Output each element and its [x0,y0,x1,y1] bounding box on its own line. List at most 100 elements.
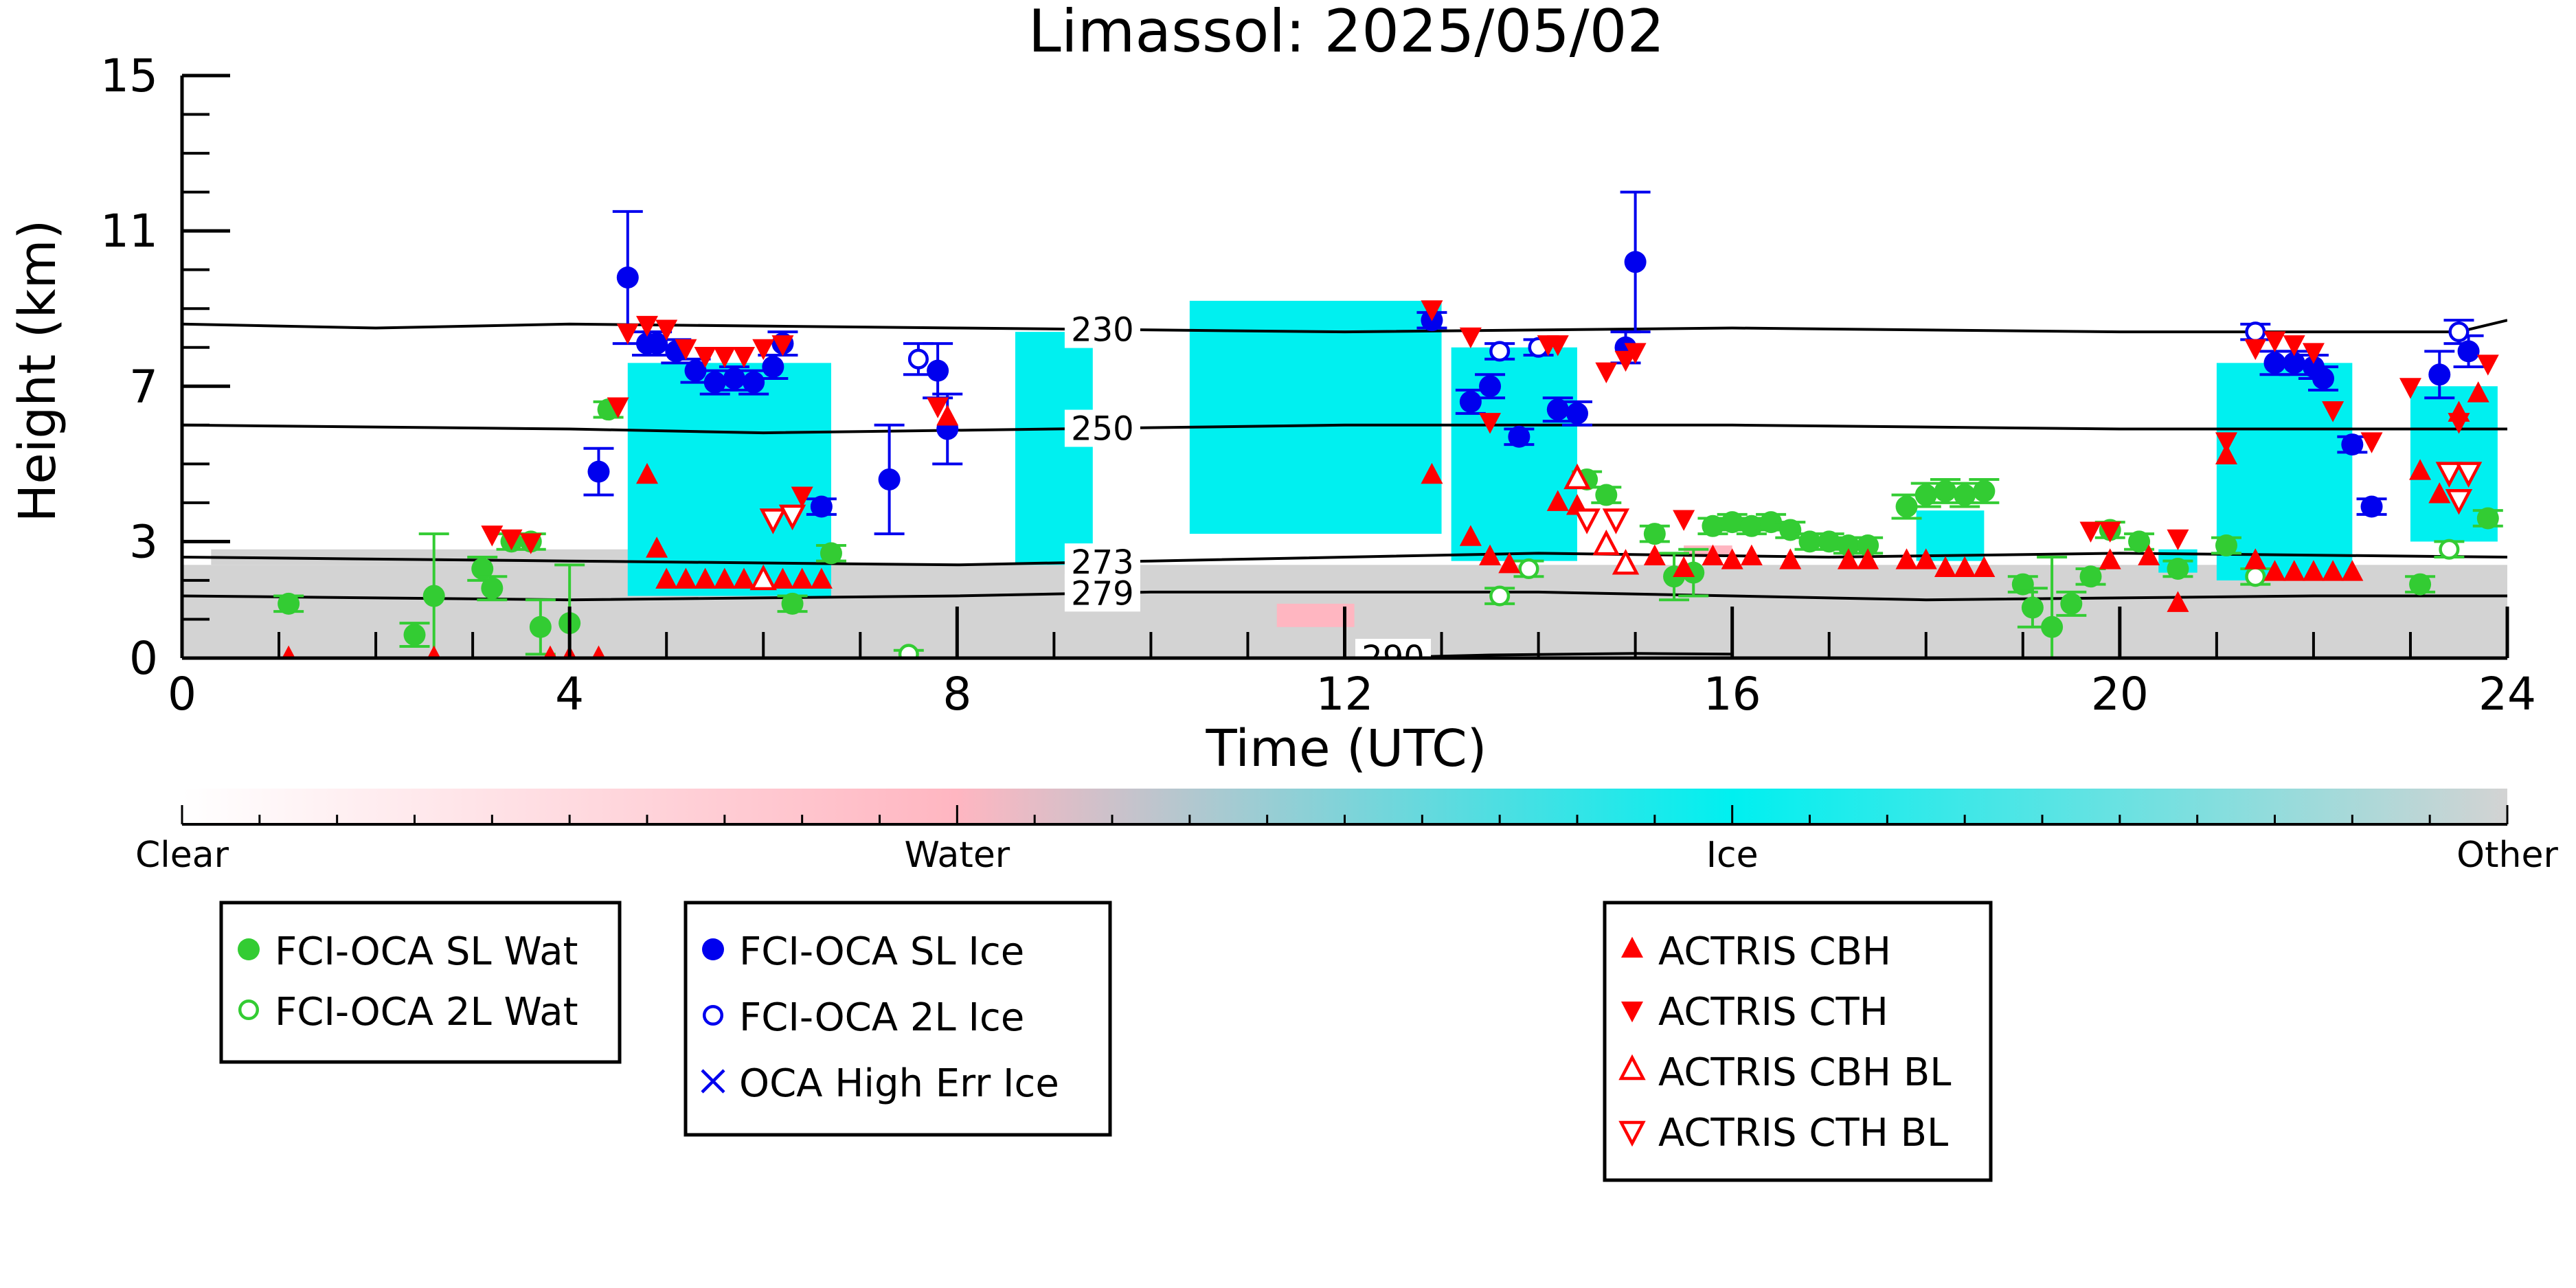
data-point [1673,556,1695,577]
data-point [675,567,697,589]
data-point [2356,495,2387,518]
data-point [2244,339,2267,361]
data-point [1895,548,1918,569]
data-point [694,567,716,589]
data-point [1459,525,1482,546]
x-tick-label: 0 [168,668,196,721]
series-actris-cbh-bl [749,463,1640,591]
data-point [2360,432,2383,453]
contour-label: 279 [1071,574,1134,613]
data-point [778,504,806,531]
data-point [2167,591,2189,612]
data-point [719,365,749,392]
data-point [2211,534,2241,557]
data-point [2341,560,2364,581]
y-tick-label: 7 [129,360,158,413]
data-point [2283,560,2305,581]
series-actris-cth [481,300,2499,554]
data-point [2424,350,2455,400]
x-tick-label: 20 [2091,668,2149,721]
data-point [2079,521,2102,543]
data-point [655,567,678,589]
data-point [2037,556,2068,658]
data-point [1591,484,1622,506]
legend-item: FCI-OCA SL Ice [702,929,1024,974]
data-point [2167,529,2189,551]
data-point [675,339,697,361]
x-axis-label: Time (UTC) [1205,719,1487,778]
data-point [646,536,668,558]
data-point [1954,556,1976,577]
colorbar-label: Water [904,835,1010,876]
data-point [591,645,606,658]
x-tick-label: 24 [2478,668,2536,721]
contour-label: 290 [1362,639,1425,677]
data-point [713,347,736,368]
legend-item: ACTRIS CBH BL [1618,1050,1951,1095]
data-point [1853,534,1884,557]
data-point [1740,544,1763,566]
chart-title: Limassol: 2025/05/02 [1028,0,1664,66]
legend-label: ACTRIS CTH BL [1658,1111,1948,1155]
data-point [2467,381,2489,403]
legend-box: FCI-OCA SL Wat FCI-OCA 2L Wat [219,901,622,1064]
data-point [2099,548,2121,569]
data-point [1479,413,1502,434]
series-fci-oca-2l-ice [903,319,2474,376]
data-point [1721,548,1743,569]
data-point [477,575,508,602]
legend-label: FCI-OCA 2L Ice [739,995,1024,1040]
data-point [1484,341,1515,362]
data-point [1639,523,1670,545]
data-point [923,342,953,400]
data-point [1498,552,1521,574]
x-tick-label: 8 [942,668,971,721]
data-point [399,622,430,648]
data-point [903,342,934,376]
data-point [1563,463,1591,490]
data-point [2056,590,2087,617]
data-point [543,645,557,658]
legend-item: OCA High Err Ice [701,1061,1059,1106]
data-point [1950,482,1980,508]
data-point [2445,488,2473,515]
temperature-contour [182,319,2507,334]
y-tick-label: 0 [129,632,158,685]
data-point [733,567,756,589]
data-point [1969,477,2000,504]
data-point [2263,331,2286,352]
data-point [1475,373,1506,400]
colorbar: Clear Water Ice Other [135,789,2558,876]
data-point [2472,507,2503,530]
data-point [699,369,730,396]
data-point [1614,350,1637,372]
data-point [1504,425,1535,448]
data-point [2075,565,2106,588]
data-point [759,508,787,534]
legend-item: FCI-OCA 2L Ice [702,995,1024,1040]
data-point [655,319,678,341]
data-point [1643,544,1666,566]
data-point [2215,443,2237,465]
cloud-region-ice [2216,363,2353,580]
data-point [694,347,716,368]
data-point [2162,557,2193,580]
data-point [1973,556,1996,577]
legend-item: FCI-OCA 2L Wat [238,990,578,1035]
data-point [1484,585,1515,607]
data-point [815,542,846,565]
data-point [2322,560,2345,581]
temperature-contour [182,552,2507,567]
colorbar-label: Clear [135,835,229,876]
series-actris-cbh [282,381,2489,658]
data-point [1602,508,1630,534]
data-point [2454,462,2483,488]
data-point [607,397,629,418]
legend-label: ACTRIS CTH [1658,990,1888,1035]
y-axis-label: Height (km) [8,220,67,523]
x-tick-label: 4 [555,668,584,721]
legend-item: FCI-OCA SL Wat [238,929,578,974]
data-point [1620,190,1651,334]
